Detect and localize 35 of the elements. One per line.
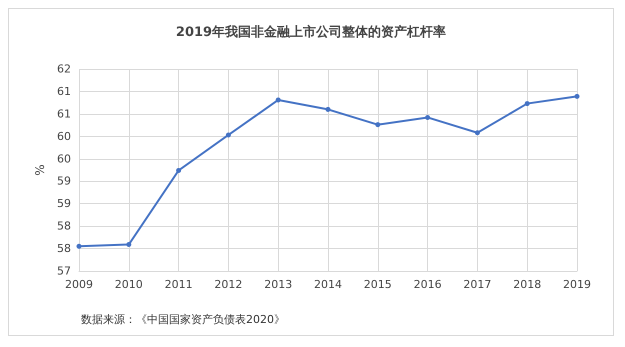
x-tick-label: 2013 [264,278,292,291]
x-tick-label: 2011 [164,278,193,291]
point [474,130,480,136]
chart-title: 2019年我国非金融上市公司整体的资产杠杆率 [176,24,446,40]
x-tick-label: 2019 [563,278,591,291]
point [574,94,580,99]
x-tick-label: 2017 [463,278,492,291]
point [176,168,182,173]
point [326,106,330,112]
y-tick-label: 61 [57,84,71,98]
y-axis-title: % [33,164,48,176]
y-tick-label: 57 [57,264,71,278]
point [524,101,530,106]
x-tick-label: 2010 [114,278,143,291]
y-tick-label: 61 [57,107,71,120]
x-tick-label: 2014 [314,278,342,291]
y-tick-label: 59 [57,197,71,210]
point [276,97,281,102]
point [375,122,380,128]
source-note: 数据来源：《中国国家资产负债表2020》 [81,313,285,326]
y-tick-label: 59 [57,174,71,188]
x-tick-label: 2018 [513,278,542,291]
point [226,132,231,138]
y-tick-label: 60 [57,152,71,166]
x-tick-label: 2009 [65,278,93,291]
point [126,242,132,248]
point [425,114,430,120]
y-tick-label: 58 [57,220,71,233]
x-tick-label: 2015 [364,278,392,291]
y-tick-label: 58 [57,242,71,256]
x-tick-label: 2016 [414,278,442,291]
y-tick-label: 62 [57,62,71,76]
y-tick-label: 60 [57,130,71,143]
point [76,244,82,249]
x-tick-label: 2012 [214,278,242,291]
